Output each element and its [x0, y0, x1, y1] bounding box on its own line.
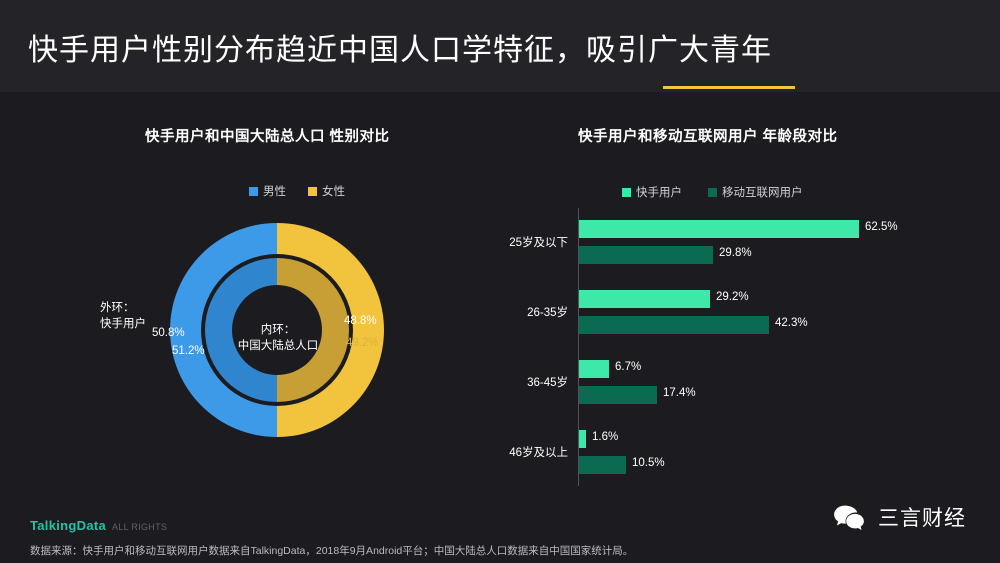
- bar-value: 29.8%: [719, 247, 752, 259]
- bar-chart-axis: [578, 208, 579, 486]
- legend-item-kuaishou: 快手用户: [622, 184, 682, 200]
- bar-category-label: 46岁及以上: [509, 447, 568, 459]
- right-chart-title: 快手用户和移动互联网用户 年龄段对比: [578, 129, 838, 145]
- bar-category-label: 26-35岁: [527, 307, 568, 319]
- legend-label-kuaishou: 快手用户: [636, 187, 682, 199]
- inner-ring-annotation: 内环： 中国大陆总人口: [218, 322, 338, 354]
- right-chart-legend: 快手用户 移动互联网用户: [622, 184, 803, 200]
- inner-ring-annotation-line1: 内环：: [260, 324, 296, 336]
- left-chart-title: 快手用户和中国大陆总人口 性别对比: [145, 129, 390, 145]
- outer-female-value: 48.8%: [344, 315, 377, 327]
- bar-row: [579, 316, 769, 334]
- bar-category-label: 25岁及以下: [509, 237, 568, 249]
- bar-value: 10.5%: [632, 457, 665, 469]
- inner-ring-hole: [232, 285, 322, 375]
- legend-label-mobile: 移动互联网用户: [722, 187, 803, 199]
- inner-ring-annotation-line2: 中国大陆总人口: [237, 340, 319, 352]
- bar-category-label: 36-45岁: [527, 377, 568, 389]
- legend-swatch-male-icon: [249, 186, 258, 196]
- gender-donut-chart: [162, 215, 392, 445]
- talkingdata-logo-sub: ALL RIGHTS: [112, 522, 168, 532]
- legend-item-female: 女性: [308, 183, 345, 199]
- inner-male-value: 51.2%: [172, 345, 205, 357]
- talkingdata-logo-text: TalkingData: [30, 518, 107, 533]
- outer-ring-annotation-line2: 快手用户: [100, 318, 146, 330]
- bar-row: [579, 456, 626, 474]
- bar-value: 62.5%: [865, 221, 898, 233]
- outer-ring-annotation-line1: 外环：: [100, 302, 135, 314]
- bar-row: [579, 386, 657, 404]
- bar-row: [579, 360, 609, 378]
- wechat-account: 三言财经: [832, 500, 966, 534]
- bar-row: [579, 246, 713, 264]
- inner-female-value: 49.2%: [346, 337, 379, 349]
- age-bar-chart: 62.5% 29.8% 25岁及以下 29.2% 42.3% 26-35岁 6.…: [509, 208, 968, 486]
- talkingdata-logo: TalkingData ALL RIGHTS: [30, 518, 167, 533]
- bar-value: 42.3%: [775, 317, 808, 329]
- outer-male-value: 50.8%: [152, 327, 185, 339]
- left-chart-legend: 男性 女性: [249, 183, 345, 199]
- page-title: 快手用户性别分布趋近中国人口学特征，吸引广大青年: [28, 34, 772, 67]
- title-underline: [663, 86, 795, 89]
- slide-header: 快手用户性别分布趋近中国人口学特征，吸引广大青年: [0, 0, 1000, 92]
- donut-svg: [170, 223, 384, 437]
- legend-swatch-mobile-icon: [708, 187, 717, 197]
- wechat-icon: [834, 505, 864, 530]
- legend-item-mobile: 移动互联网用户: [708, 184, 803, 200]
- outer-ring-annotation: 外环： 快手用户: [100, 300, 146, 332]
- wechat-account-name: 三言财经: [878, 507, 966, 530]
- bar-value: 1.6%: [592, 431, 619, 443]
- legend-label-male: 男性: [263, 186, 286, 198]
- bar-row: [579, 220, 859, 238]
- bar-value: 17.4%: [663, 387, 696, 399]
- legend-swatch-kuaishou-icon: [622, 187, 631, 197]
- legend-item-male: 男性: [249, 183, 286, 199]
- bar-value: 29.2%: [716, 291, 749, 303]
- legend-label-female: 女性: [322, 186, 345, 198]
- bar-row: [579, 430, 586, 448]
- bar-value: 6.7%: [615, 361, 642, 373]
- legend-swatch-female-icon: [308, 186, 317, 196]
- source-note: 数据来源：快手用户和移动互联网用户数据来自TalkingData，2018年9月…: [30, 545, 634, 557]
- bar-row: [579, 290, 710, 308]
